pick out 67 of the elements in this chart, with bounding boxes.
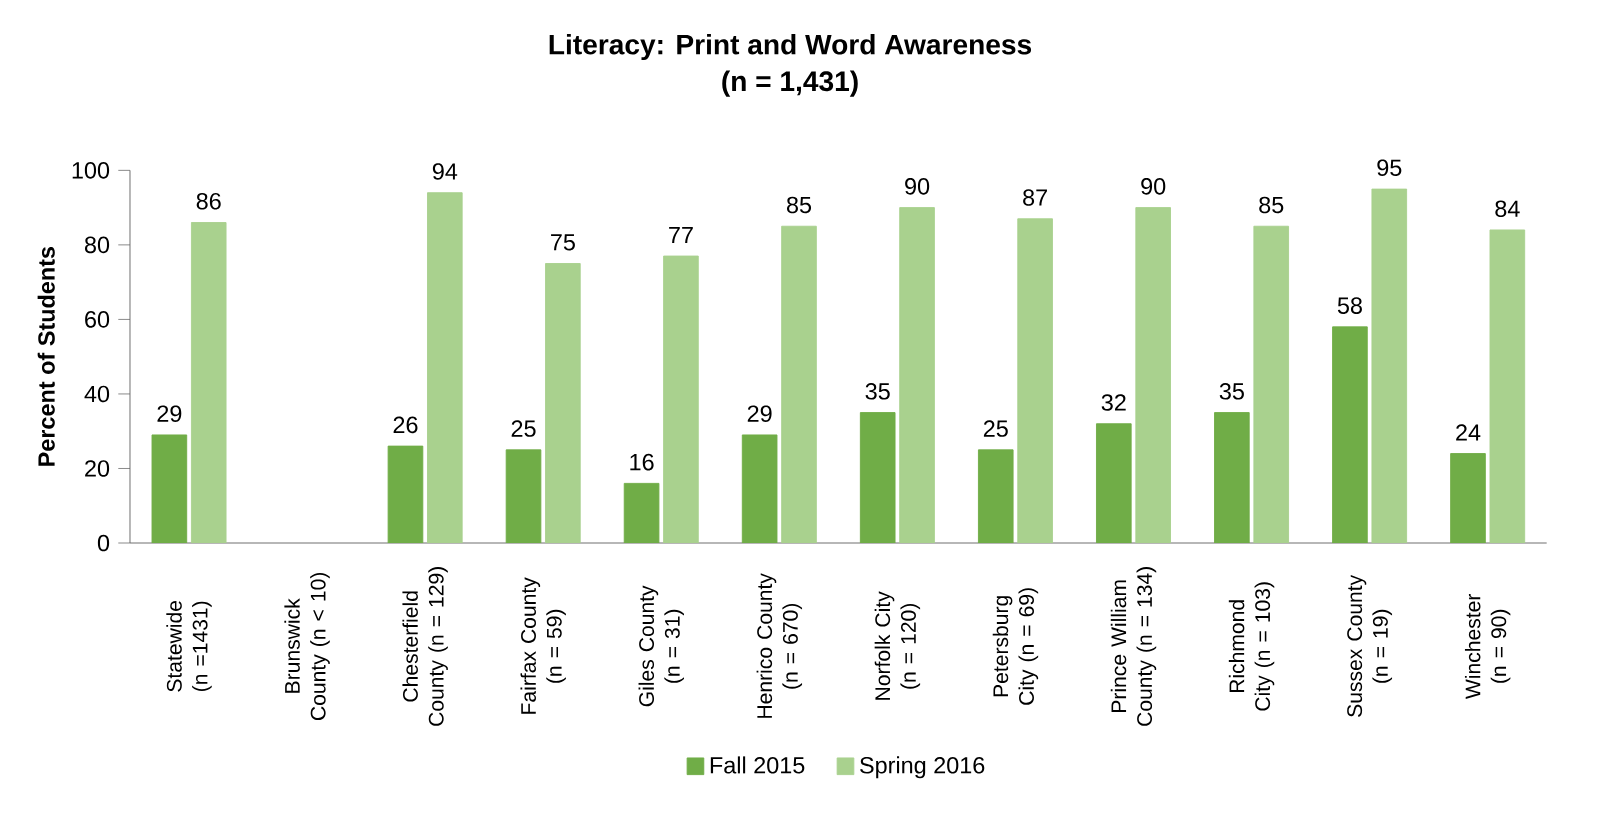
data-label: 25	[983, 420, 1008, 437]
x-tick-label: Chesterfield County (n = 129)	[402, 567, 448, 726]
data-label: 85	[786, 196, 812, 214]
data-label: 35	[1219, 383, 1244, 400]
x-tick-label: Winchester (n = 90)	[1464, 593, 1511, 699]
data-label: 26	[393, 416, 418, 434]
bar	[1450, 453, 1486, 544]
bar	[1096, 423, 1132, 544]
bar	[505, 449, 542, 544]
x-tick-label: Henrico County (n = 670)	[756, 573, 803, 718]
data-label: 90	[1141, 178, 1166, 195]
chart-title: Literacy: Print and Word Awareness	[549, 33, 1032, 61]
x-tick-label: Giles County (n = 31)	[638, 585, 684, 707]
y-tick-label: 40	[84, 385, 110, 403]
y-tick-label: 0	[97, 534, 110, 552]
bar	[781, 225, 817, 544]
bar	[1489, 229, 1526, 544]
data-label: 85	[1259, 196, 1284, 214]
data-label: 58	[1337, 297, 1362, 314]
bar	[1135, 207, 1171, 544]
bar	[1332, 326, 1368, 544]
x-tick-label: Sussex County (n = 19)	[1347, 574, 1393, 717]
legend-label: Spring 2016	[860, 756, 985, 779]
x-tick-label: Petersburg City (n = 69)	[992, 588, 1039, 705]
data-label: 94	[432, 163, 458, 180]
y-tick-label: 20	[85, 460, 110, 477]
data-label: 32	[1101, 394, 1126, 411]
legend-label: Fall 2015	[710, 756, 805, 774]
data-label: 87	[1023, 189, 1047, 206]
bar	[1253, 225, 1290, 544]
bar	[741, 434, 778, 544]
bar	[545, 263, 581, 544]
x-tick-label: Richmond City (n = 103)	[1228, 582, 1275, 711]
x-tick-label: Statewide (n =1431)	[166, 600, 212, 692]
bar	[190, 222, 227, 544]
y-tick-label: 100	[72, 162, 110, 179]
data-label: 29	[747, 405, 772, 422]
bar	[977, 449, 1014, 544]
data-label: 75	[551, 234, 575, 251]
data-label: 77	[669, 226, 693, 244]
chart-subtitle: (n = 1,431)	[722, 70, 858, 97]
x-tick-label: Brunswick County (n < 10)	[284, 572, 330, 720]
data-label: 25	[511, 420, 536, 437]
bar	[1371, 188, 1408, 544]
y-axis-title: Percent of Students	[37, 246, 55, 466]
data-label: 86	[196, 192, 221, 210]
bar	[623, 482, 660, 544]
bar	[899, 207, 935, 544]
y-tick-label: 80	[84, 236, 110, 254]
data-label: 24	[1456, 424, 1481, 441]
data-label: 29	[157, 405, 182, 422]
bar	[663, 255, 699, 544]
bar	[859, 412, 896, 544]
bar	[427, 192, 463, 544]
x-tick-label: Fairfax County (n = 59)	[520, 577, 566, 714]
x-tick-label: Prince William County (n = 134)	[1110, 567, 1157, 726]
data-label: 35	[865, 383, 890, 400]
data-label: 16	[630, 453, 654, 471]
bar	[1214, 412, 1250, 544]
data-label: 84	[1495, 200, 1520, 217]
x-tick-label: Norfolk City (n = 120)	[874, 591, 921, 700]
data-label: 95	[1377, 159, 1402, 176]
bar	[387, 445, 424, 544]
bar	[1017, 218, 1053, 544]
bar	[151, 434, 188, 544]
y-tick-label: 60	[85, 311, 110, 328]
data-label: 90	[905, 178, 930, 195]
